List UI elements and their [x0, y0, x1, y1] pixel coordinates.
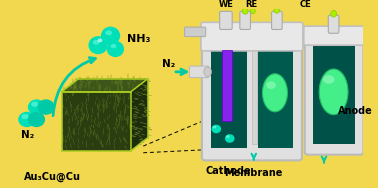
Polygon shape: [211, 47, 247, 148]
Ellipse shape: [88, 36, 108, 54]
Polygon shape: [252, 47, 257, 144]
Ellipse shape: [262, 74, 287, 112]
Ellipse shape: [93, 40, 99, 45]
Ellipse shape: [251, 8, 255, 14]
Ellipse shape: [107, 41, 124, 57]
Ellipse shape: [22, 114, 28, 119]
Ellipse shape: [266, 81, 276, 89]
Polygon shape: [62, 92, 131, 151]
Ellipse shape: [98, 39, 102, 42]
Ellipse shape: [18, 112, 36, 127]
Ellipse shape: [110, 44, 116, 48]
FancyBboxPatch shape: [305, 27, 363, 155]
Text: CE: CE: [300, 0, 311, 9]
Ellipse shape: [28, 112, 45, 127]
Ellipse shape: [31, 102, 38, 107]
Polygon shape: [222, 50, 232, 121]
Ellipse shape: [323, 75, 335, 84]
FancyArrowPatch shape: [53, 58, 95, 116]
Ellipse shape: [105, 30, 112, 35]
Text: Membrane: Membrane: [225, 168, 283, 178]
Ellipse shape: [226, 135, 230, 138]
Text: Au₃Cu@Cu: Au₃Cu@Cu: [24, 172, 81, 182]
FancyBboxPatch shape: [240, 11, 251, 30]
Polygon shape: [62, 79, 148, 92]
Ellipse shape: [319, 69, 348, 115]
Text: N₂: N₂: [162, 59, 175, 69]
FancyBboxPatch shape: [189, 66, 209, 78]
Polygon shape: [131, 79, 148, 151]
Text: Anode: Anode: [338, 106, 373, 116]
FancyBboxPatch shape: [328, 15, 339, 33]
Polygon shape: [313, 38, 355, 144]
Text: WE: WE: [218, 0, 233, 9]
Text: N₂: N₂: [21, 130, 34, 140]
FancyBboxPatch shape: [271, 11, 282, 30]
Ellipse shape: [331, 10, 336, 17]
Ellipse shape: [242, 8, 248, 14]
Ellipse shape: [37, 99, 55, 115]
Ellipse shape: [225, 134, 235, 143]
Ellipse shape: [212, 126, 216, 128]
FancyBboxPatch shape: [220, 11, 232, 30]
Text: RE: RE: [245, 0, 257, 9]
Ellipse shape: [28, 99, 45, 115]
Ellipse shape: [274, 7, 280, 13]
Ellipse shape: [212, 125, 221, 133]
Polygon shape: [258, 47, 293, 148]
Ellipse shape: [204, 67, 212, 77]
FancyBboxPatch shape: [184, 27, 206, 37]
Ellipse shape: [101, 27, 120, 45]
FancyBboxPatch shape: [201, 22, 303, 51]
Text: NH₃: NH₃: [127, 34, 150, 45]
FancyBboxPatch shape: [202, 23, 302, 160]
FancyBboxPatch shape: [304, 26, 364, 45]
Text: Cathode: Cathode: [205, 166, 251, 176]
